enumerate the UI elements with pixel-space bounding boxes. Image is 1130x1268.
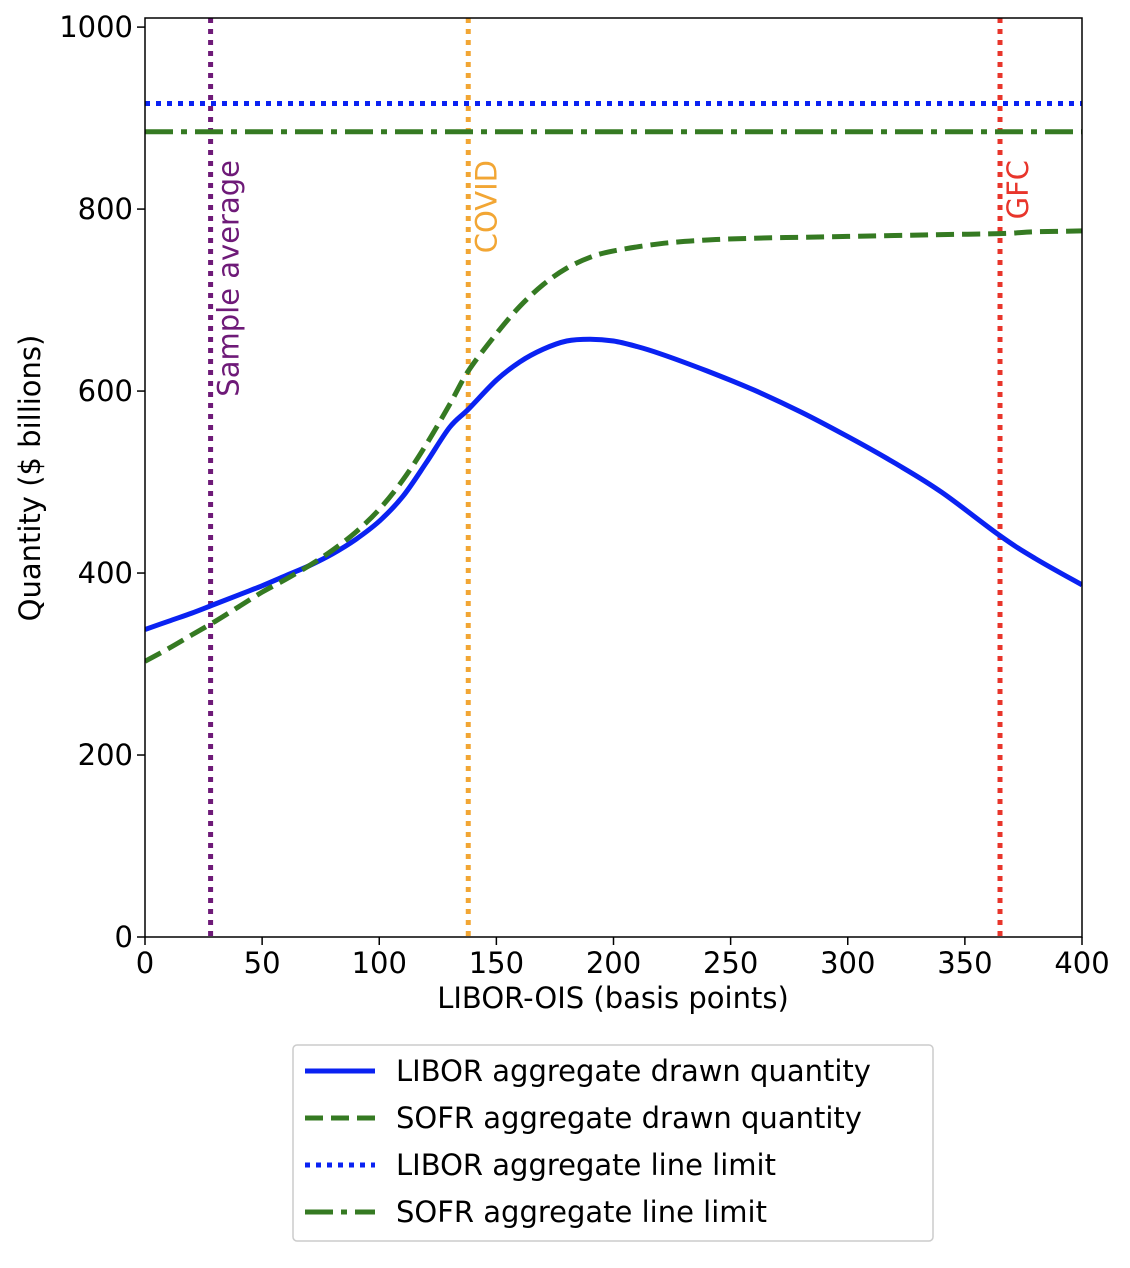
legend-label: LIBOR aggregate drawn quantity: [396, 1054, 871, 1088]
reference-label-covid: COVID: [469, 160, 503, 253]
y-axis-ticks: 0 200 400 600 800 1000: [59, 10, 145, 954]
series-line-libor-aggregate-drawn-quantity: [145, 336, 1082, 632]
reference-label-gfc: GFC: [1001, 160, 1035, 219]
legend-frame: [292, 1044, 934, 1242]
reference-lines: [208, 18, 1003, 937]
x-tick-label: 50: [244, 946, 281, 980]
x-tick-label: 150: [469, 946, 524, 980]
reference-line-labels: Sample average COVID GFC: [212, 160, 1035, 397]
y-tick-label: 200: [78, 738, 133, 772]
y-axis-label: Quantity ($ billions): [13, 335, 47, 622]
x-tick-label: 350: [937, 946, 992, 980]
reference-label-sample-average: Sample average: [212, 160, 246, 397]
x-axis-label: LIBOR-OIS (basis points): [437, 981, 789, 1015]
x-tick-label: 400: [1054, 946, 1109, 980]
series-line-sofr-aggregate-drawn-quantity: [145, 228, 1082, 664]
y-tick-label: 600: [78, 374, 133, 408]
y-tick-label: 0: [115, 920, 133, 954]
legend-label: SOFR aggregate line limit: [396, 1195, 767, 1229]
legend-label: SOFR aggregate drawn quantity: [396, 1101, 862, 1135]
y-tick-label: 800: [78, 192, 133, 226]
x-tick-label: 250: [703, 946, 758, 980]
series-layer: [145, 101, 1082, 664]
y-tick-label: 1000: [59, 10, 133, 44]
x-tick-label: 0: [136, 946, 154, 980]
x-tick-label: 200: [586, 946, 641, 980]
x-tick-label: 100: [352, 946, 407, 980]
legend-label: LIBOR aggregate line limit: [396, 1148, 776, 1182]
plot-frame: [144, 17, 1083, 938]
legend: LIBOR aggregate drawn quantity SOFR aggre…: [292, 1044, 934, 1242]
x-tick-label: 300: [820, 946, 875, 980]
x-axis-ticks: 0 50 100 150 200 250 300 350 400: [136, 937, 1110, 980]
y-tick-label: 400: [78, 556, 133, 590]
